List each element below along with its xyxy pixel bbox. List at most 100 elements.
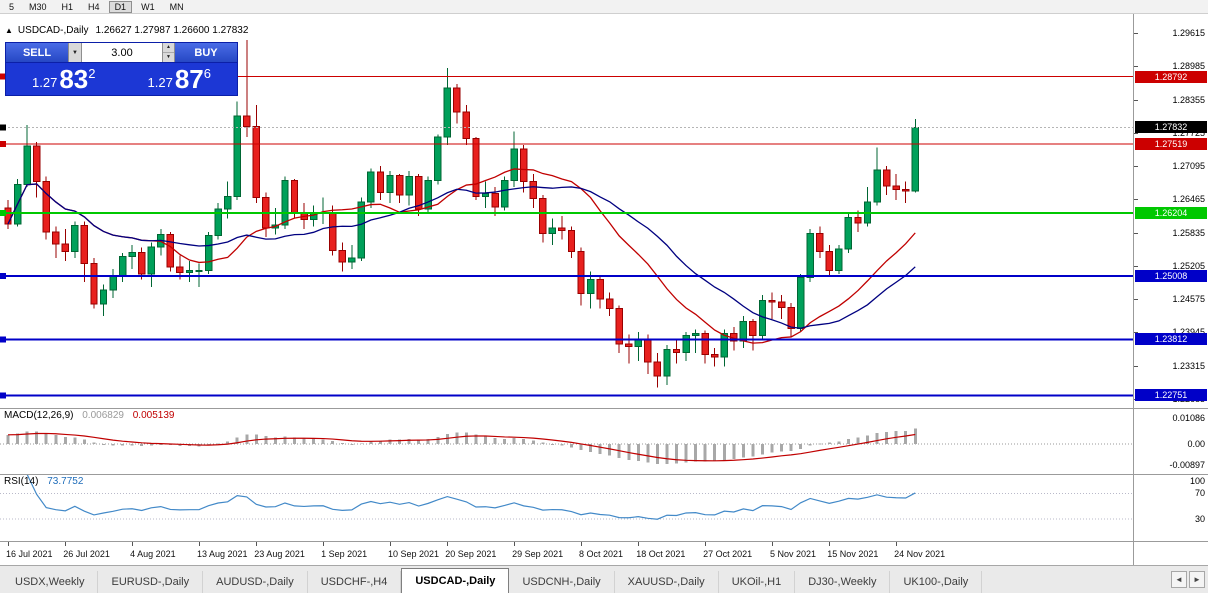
date-label: 24 Nov 2021 [894, 549, 946, 559]
date-label: 23 Aug 2021 [254, 549, 305, 559]
timeframe-button-5[interactable]: 5 [9, 1, 15, 12]
date-label: 13 Aug 2021 [197, 549, 248, 559]
date-label: 8 Oct 2021 [579, 549, 624, 559]
price-axis-tick-mark [1134, 66, 1138, 67]
timeframe-button-W1[interactable]: W1 [141, 1, 155, 12]
macd-value: 0.006829 [82, 410, 124, 421]
date-label: 16 Jul 2021 [6, 549, 53, 559]
level-price-label: 1.28792 [1135, 70, 1207, 83]
rsi-name: RSI(14) [4, 476, 39, 487]
chart-tab-USDCNH-Daily[interactable]: USDCNH-,Daily [509, 571, 615, 593]
panel-separator[interactable] [0, 474, 1133, 475]
sell-button[interactable]: SELL [6, 43, 68, 62]
rsi-canvas[interactable] [0, 475, 1133, 541]
price-chart-canvas[interactable] [0, 14, 1133, 408]
timeframe-button-H4[interactable]: H4 [88, 1, 100, 12]
one-click-collapse-icon[interactable]: ▲ [5, 26, 13, 35]
chart-tab-USDCHF-H4[interactable]: USDCHF-,H4 [308, 571, 402, 593]
date-label: 5 Nov 2021 [770, 549, 817, 559]
chart-tab-UKOil-H1[interactable]: UKOil-,H1 [719, 571, 796, 593]
level-price-label: 1.27519 [1135, 137, 1207, 150]
date-label: 27 Oct 2021 [703, 549, 753, 559]
date-tick-mark [581, 542, 582, 546]
candlestick-series [4, 39, 919, 388]
sell-price-pips: 83 [59, 64, 89, 94]
rsi-panel: RSI(14) 73.7752 [0, 475, 1133, 541]
date-tick-mark [638, 542, 639, 546]
volume-decrease-icon[interactable]: ▼ [166, 54, 171, 60]
chart-tab-XAUUSD-Daily[interactable]: XAUUSD-,Daily [615, 571, 719, 593]
level-left-marker [0, 273, 6, 280]
buy-price[interactable]: 1.27 87 6 [122, 63, 238, 95]
sell-price-point: 2 [88, 66, 96, 81]
chart-tab-bar: USDX,Weekly EURUSD-,Daily AUDUSD-,Daily USD… [0, 565, 1208, 593]
price-axis-tick-mark [1134, 199, 1138, 200]
timeframe-button-H1[interactable]: H1 [61, 1, 74, 12]
moving-average-line-24 [7, 183, 916, 329]
date-label: 4 Aug 2021 [130, 549, 176, 559]
buy-button[interactable]: BUY [175, 43, 237, 62]
price-axis-tick-mark [1134, 266, 1138, 267]
price-axis-tick-mark [1134, 133, 1138, 134]
axis-separator [1134, 474, 1208, 475]
level-left-marker [0, 73, 6, 80]
chart-title: ▲ USDCAD-,Daily 1.26627 1.27987 1.26600 … [5, 25, 248, 36]
price-axis-tick-mark [1134, 366, 1138, 367]
rsi-axis-label: 100 [1189, 476, 1205, 486]
date-label: 1 Sep 2021 [321, 549, 368, 559]
level-left-marker [0, 140, 6, 147]
chart-tab-DJ30-Weekly[interactable]: DJ30-,Weekly [795, 571, 891, 593]
volume-input[interactable]: 3.00 [82, 43, 162, 62]
order-type-dropdown[interactable]: ▼ [68, 43, 82, 62]
timeframe-button-M30[interactable]: M30 [29, 1, 47, 12]
date-label: 20 Sep 2021 [445, 549, 497, 559]
macd-signal-value: 0.005139 [132, 410, 175, 421]
volume-increase-icon[interactable]: ▲ [163, 43, 174, 53]
date-label: 10 Sep 2021 [388, 549, 440, 559]
tab-scroll-right-icon[interactable]: ► [1189, 571, 1205, 588]
price-axis-label: 1.23315 [1172, 360, 1205, 371]
rsi-axis-label: 30 [1194, 513, 1205, 524]
macd-axis-label: -0.00897 [1169, 460, 1205, 471]
buy-price-pips: 87 [174, 64, 204, 94]
macd-canvas[interactable] [0, 409, 1133, 474]
date-tick-mark [705, 542, 706, 546]
level-left-marker [0, 392, 6, 399]
price-axis-tick-mark [1134, 33, 1138, 34]
moving-average-line-16 [7, 168, 916, 344]
timeframe-button-MN[interactable]: MN [169, 1, 184, 12]
tab-scroll-left-icon[interactable]: ◄ [1171, 571, 1187, 588]
date-tick-mark [132, 542, 133, 546]
axis-separator [1134, 408, 1208, 409]
date-tick-mark [829, 542, 830, 546]
macd-panel: MACD(12,26,9) 0.006829 0.005139 [0, 409, 1133, 474]
price-axis-label: 1.27095 [1172, 161, 1205, 172]
date-label: 15 Nov 2021 [827, 549, 879, 559]
timeframe-button-D1[interactable]: D1 [108, 0, 133, 13]
chart-tab-USDX-Weekly[interactable]: USDX,Weekly [2, 571, 99, 593]
panel-separator[interactable] [0, 408, 1133, 409]
horizontal-levels [0, 73, 1133, 399]
chart-ohlc-values: 1.26627 1.27987 1.26600 1.27832 [95, 25, 249, 36]
trade-controls-row: SELL ▼ 3.00 ▲ ▼ BUY [6, 43, 237, 63]
date-label: 18 Oct 2021 [636, 549, 686, 559]
macd-name: MACD(12,26,9) [4, 410, 74, 421]
sell-price[interactable]: 1.27 83 2 [6, 63, 122, 95]
date-tick-mark [199, 542, 200, 546]
chart-symbol-period: USDCAD-,Daily [17, 25, 89, 36]
bid-left-marker [0, 124, 6, 131]
date-tick-mark [447, 542, 448, 546]
trade-prices-row: 1.27 83 2 1.27 87 6 [6, 63, 237, 95]
date-tick-mark [390, 542, 391, 546]
buy-price-point: 6 [203, 66, 211, 81]
chart-tab-EURUSD-Daily[interactable]: EURUSD-,Daily [98, 571, 204, 593]
chart-tab-UK100-Daily[interactable]: UK100-,Daily [890, 571, 983, 593]
main-chart-panel: ▲ USDCAD-,Daily 1.26627 1.27987 1.26600 … [0, 14, 1133, 408]
macd-axis-label: 0.01086 [1172, 413, 1205, 424]
macd-axis-label: 0.00 [1187, 439, 1205, 449]
chart-tab-AUDUSD-Daily[interactable]: AUDUSD-,Daily [203, 571, 308, 593]
chart-plots: ▲ USDCAD-,Daily 1.26627 1.27987 1.26600 … [0, 14, 1133, 565]
chart-tab-USDCAD-Daily[interactable]: USDCAD-,Daily [401, 568, 510, 593]
level-price-label: 1.25008 [1135, 270, 1207, 283]
